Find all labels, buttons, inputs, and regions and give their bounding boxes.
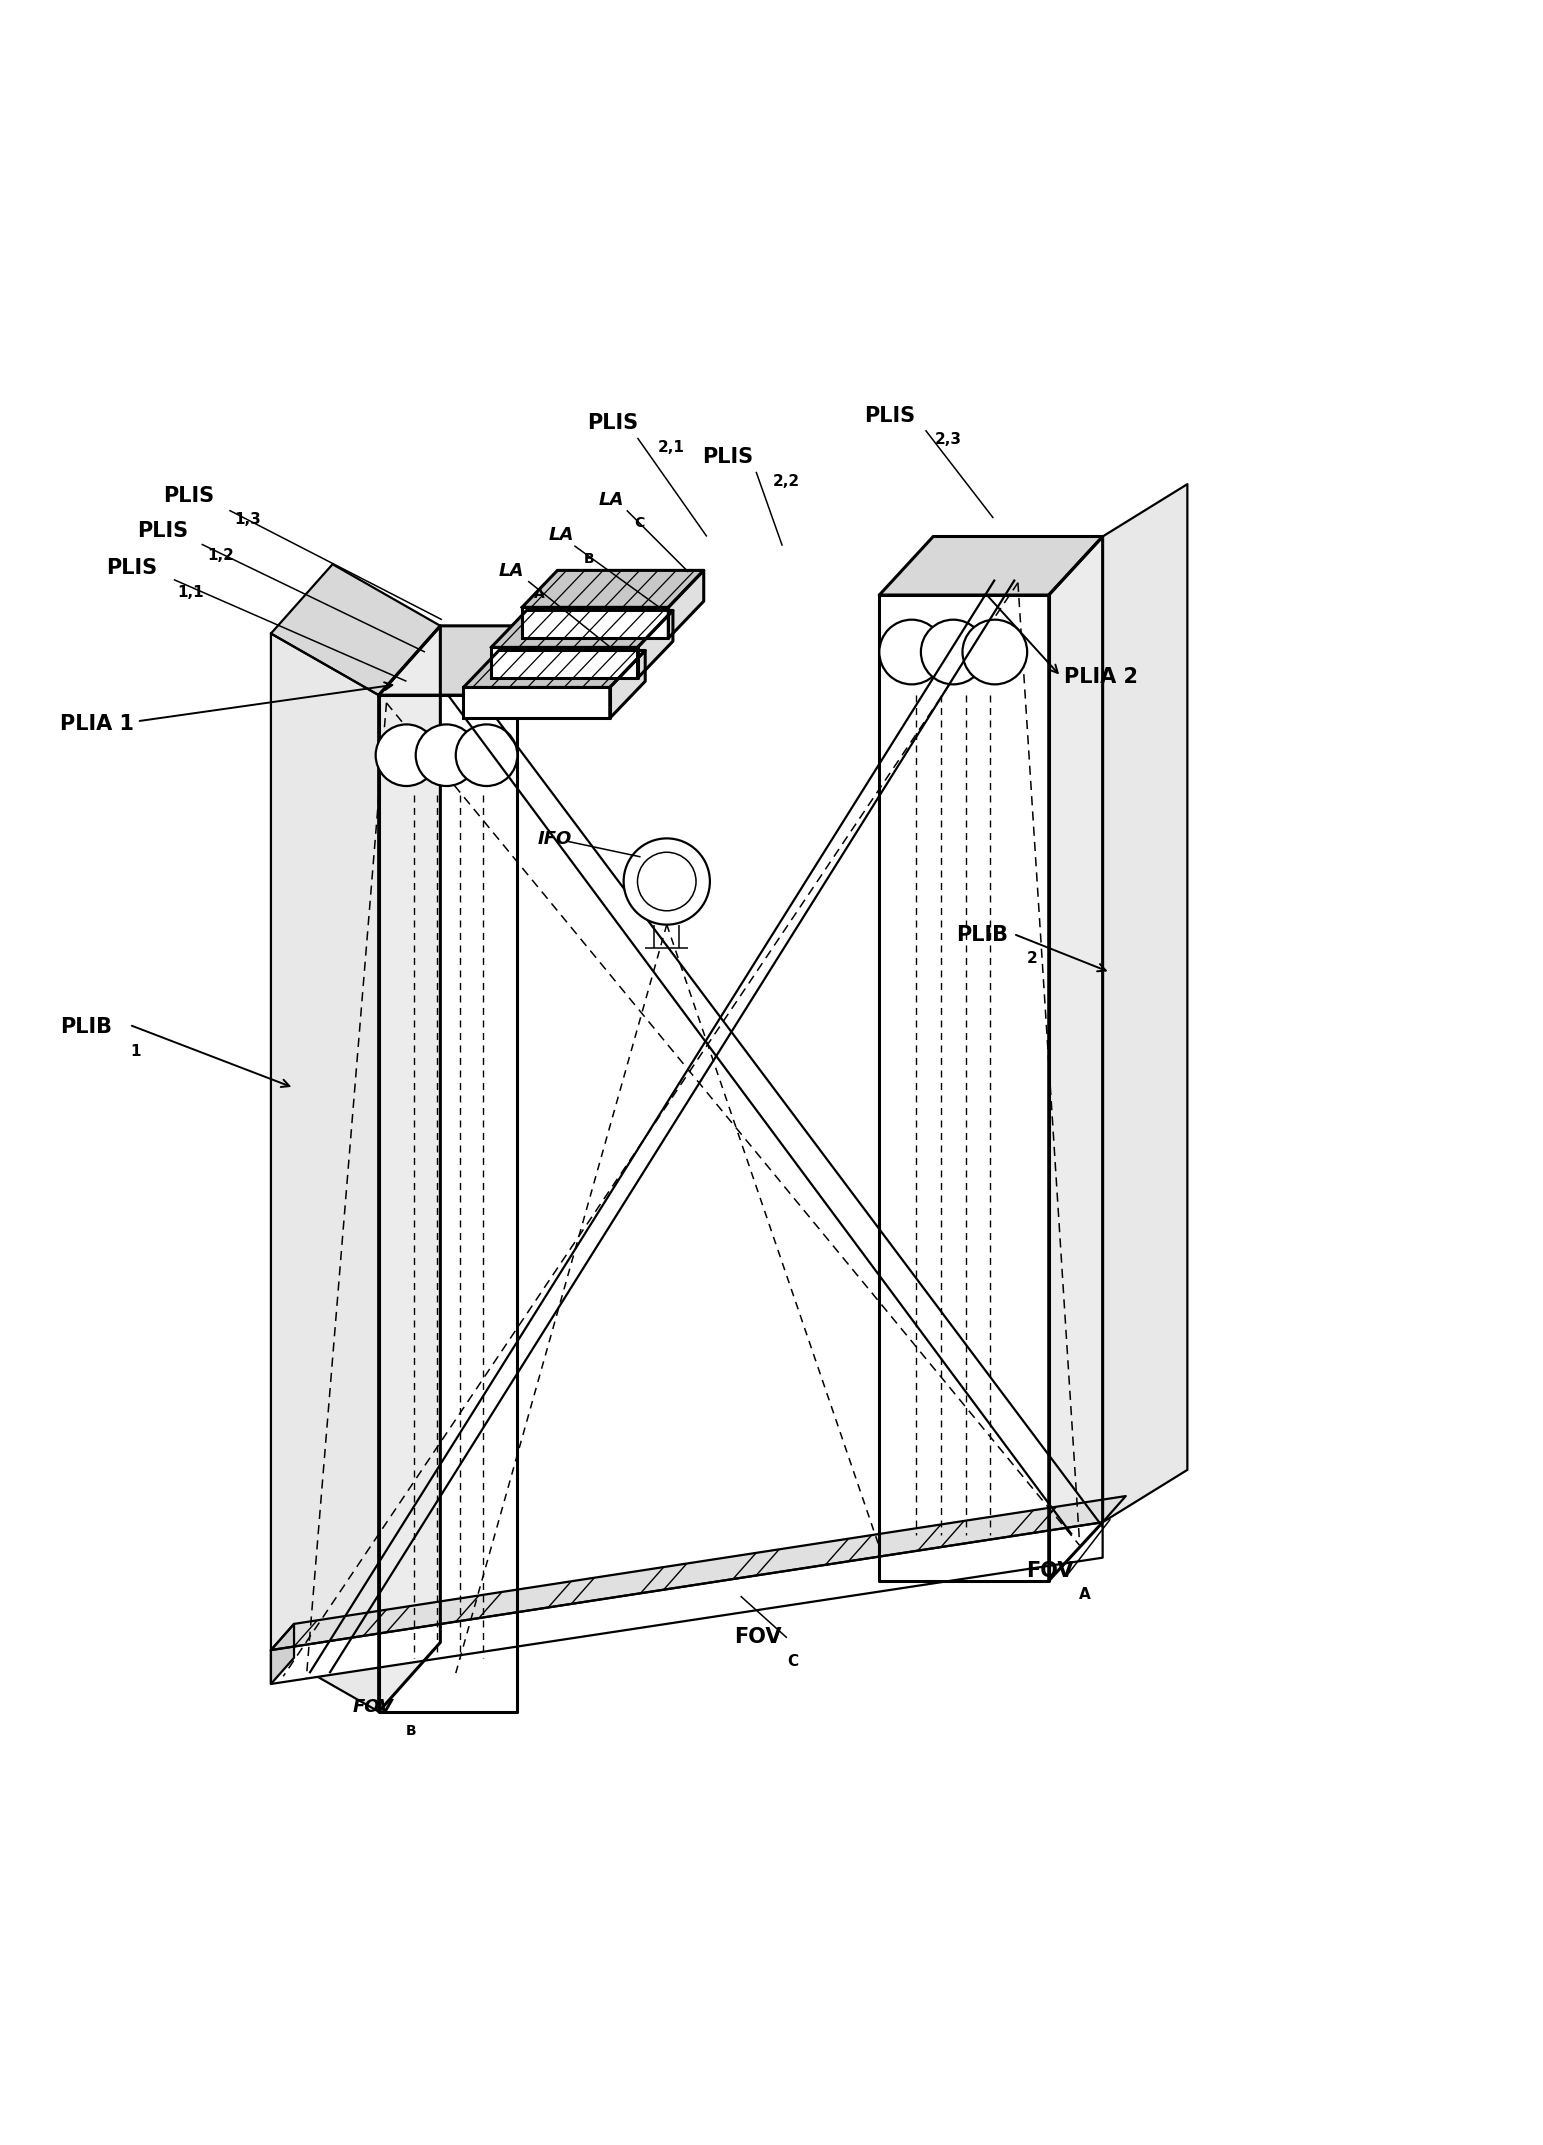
Circle shape: [921, 620, 986, 684]
Polygon shape: [1103, 485, 1188, 1523]
Text: FOV: FOV: [352, 1699, 393, 1716]
Polygon shape: [272, 1495, 1126, 1650]
Text: B: B: [406, 1725, 417, 1737]
Text: PLIS: PLIS: [586, 414, 637, 433]
Text: IFO: IFO: [537, 830, 571, 847]
Polygon shape: [880, 594, 1049, 1581]
Text: 1,1: 1,1: [177, 586, 204, 601]
Text: 1,2: 1,2: [208, 547, 235, 562]
Polygon shape: [272, 633, 378, 1712]
Text: 1: 1: [131, 1045, 142, 1060]
Text: 2,1: 2,1: [657, 440, 685, 455]
Polygon shape: [880, 536, 1103, 594]
Polygon shape: [522, 607, 668, 639]
Text: C: C: [634, 517, 645, 530]
Polygon shape: [463, 650, 645, 686]
Text: LA: LA: [498, 562, 525, 579]
Polygon shape: [668, 571, 704, 639]
Polygon shape: [378, 695, 517, 1712]
Text: PLIS: PLIS: [106, 558, 157, 579]
Polygon shape: [463, 686, 609, 719]
Text: PLIB: PLIB: [60, 1017, 113, 1036]
Polygon shape: [272, 1523, 1103, 1684]
Text: LA: LA: [548, 526, 574, 545]
Polygon shape: [491, 648, 637, 678]
Text: PLIS: PLIS: [864, 405, 915, 425]
Polygon shape: [1049, 536, 1103, 1581]
Text: 2,3: 2,3: [935, 431, 961, 446]
Text: PLIS: PLIS: [137, 521, 188, 541]
Text: PLIA 1: PLIA 1: [60, 714, 134, 734]
Text: 2: 2: [1028, 950, 1038, 965]
Text: PLIB: PLIB: [957, 924, 1008, 944]
Text: C: C: [787, 1654, 799, 1669]
Text: 2,2: 2,2: [773, 474, 801, 489]
Polygon shape: [522, 571, 704, 607]
Circle shape: [880, 620, 944, 684]
Text: A: A: [1079, 1587, 1091, 1602]
Circle shape: [375, 725, 437, 785]
Text: B: B: [583, 551, 594, 566]
Circle shape: [415, 725, 477, 785]
Text: A: A: [534, 588, 545, 601]
Text: PLIA 2: PLIA 2: [1065, 667, 1139, 686]
Circle shape: [963, 620, 1028, 684]
Text: 1,3: 1,3: [235, 513, 261, 528]
Text: LA: LA: [599, 491, 625, 508]
Polygon shape: [272, 1624, 295, 1684]
Polygon shape: [491, 611, 673, 648]
Polygon shape: [378, 626, 440, 1712]
Polygon shape: [378, 626, 579, 695]
Text: FOV: FOV: [734, 1628, 782, 1647]
Polygon shape: [272, 564, 440, 695]
Polygon shape: [637, 611, 673, 678]
Text: FOV: FOV: [1026, 1562, 1072, 1581]
Circle shape: [623, 839, 710, 924]
Polygon shape: [609, 650, 645, 719]
Text: PLIS: PLIS: [164, 485, 214, 506]
Text: PLIS: PLIS: [702, 446, 753, 468]
Circle shape: [455, 725, 517, 785]
